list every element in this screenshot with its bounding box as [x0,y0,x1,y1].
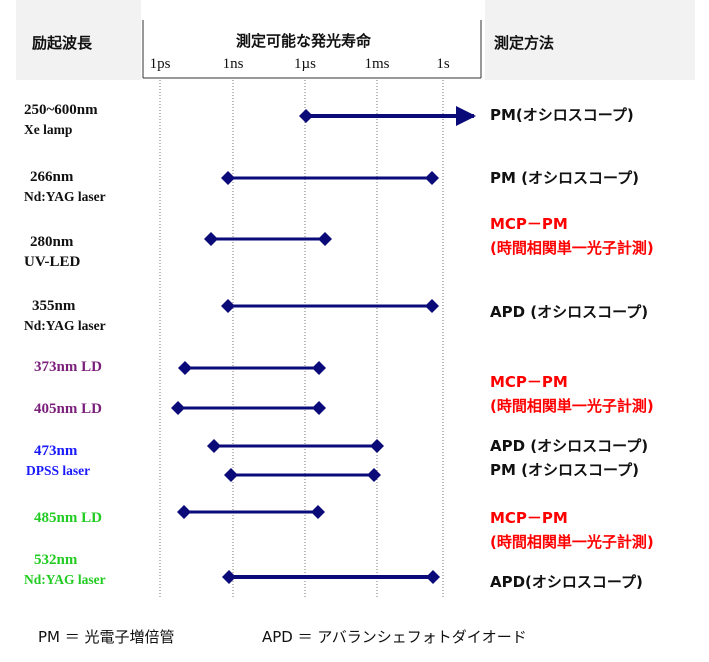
excitation-wavelength: 485nm LD [34,510,102,526]
method-355nm: APD (オシロスコープ) [490,303,649,321]
excitation-355nm: 355nm Nd:YAG laser [24,296,106,336]
excitation-wavelength: 532nm [34,552,78,568]
method-266nm: PM (オシロスコープ) [490,169,639,187]
excitation-header: 励起波長 [32,34,93,52]
tick-1ns: 1ns [222,56,244,72]
excitation-280nm: 280nm UV-LED [24,232,80,272]
method-line-1: MCP－PM [490,509,568,527]
range-bar-485nm [177,505,325,519]
range-bar-266nm [221,171,439,185]
excitation-wavelength: 373nm LD [34,359,102,375]
range-bar-473nm-pm [224,468,381,482]
range-bar-280nm [204,232,332,246]
excitation-source: UV-LED [24,254,81,270]
method-line-2: (時間相関単一光子計測) [490,533,654,551]
excitation-wavelength: 280nm [30,234,74,250]
method-line-2: (時間相関単一光子計測) [490,239,654,257]
method-line-2: PM (オシロスコープ) [490,461,639,479]
range-bar-473nm-apd [207,439,384,453]
range-bar-532nm [222,570,440,584]
method-485nm: MCP－PM (時間相関単一光子計測) [490,506,654,554]
tick-1ms: 1ms [364,56,390,72]
method-532nm: APD(オシロスコープ) [490,573,643,591]
excitation-wavelength: 250~600nm [24,102,98,118]
header-bg-method [485,0,695,80]
excitation-source: Nd:YAG laser [24,318,106,333]
excitation-wavelength: 266nm [30,169,74,185]
range-bar-405nm [171,401,326,415]
range-bar-373nm [178,361,326,375]
tick-1ps: 1ps [149,56,171,72]
method-line-1: MCP－PM [490,215,568,233]
tick-1us: 1µs [294,56,316,72]
method-473nm: APD (オシロスコープ) PM (オシロスコープ) [490,434,648,482]
excitation-wavelength: 405nm LD [34,401,102,417]
method-header: 測定方法 [494,34,555,52]
excitation-xe-lamp: 250~600nm Xe lamp [24,100,98,140]
legend-apd: APD ＝ アバランシェフォトダイオード [262,628,527,646]
legend-pm: PM ＝ 光電子増倍管 [38,628,175,646]
method-xe-lamp: PM(オシロスコープ) [490,106,634,124]
excitation-source: Xe lamp [24,122,73,137]
excitation-373nm: 373nm LD [34,357,102,377]
range-bar-xe-lamp [299,106,476,126]
excitation-266nm: 266nm Nd:YAG laser [24,167,106,207]
excitation-source: DPSS laser [26,463,91,478]
excitation-wavelength: 355nm [32,298,76,314]
excitation-wavelength: 473nm [34,443,78,459]
method-line-1: APD (オシロスコープ) [490,437,649,455]
excitation-source: Nd:YAG laser [24,572,106,587]
excitation-405nm: 405nm LD [34,399,102,419]
method-ld: MCP－PM (時間相関単一光子計測) [490,370,654,418]
tick-1s: 1s [436,56,450,72]
method-280nm: MCP－PM (時間相関単一光子計測) [490,212,654,260]
excitation-473nm: 473nm DPSS laser [26,441,90,481]
range-bar-355nm [221,299,439,313]
method-line-2: (時間相関単一光子計測) [490,397,654,415]
header-bg-excitation [16,0,141,80]
excitation-source: Nd:YAG laser [24,189,106,204]
excitation-485nm: 485nm LD [34,508,102,528]
lifetime-header: 測定可能な発光寿命 [236,32,372,50]
excitation-532nm: 532nm Nd:YAG laser [24,550,106,590]
method-line-1: MCP－PM [490,373,568,391]
